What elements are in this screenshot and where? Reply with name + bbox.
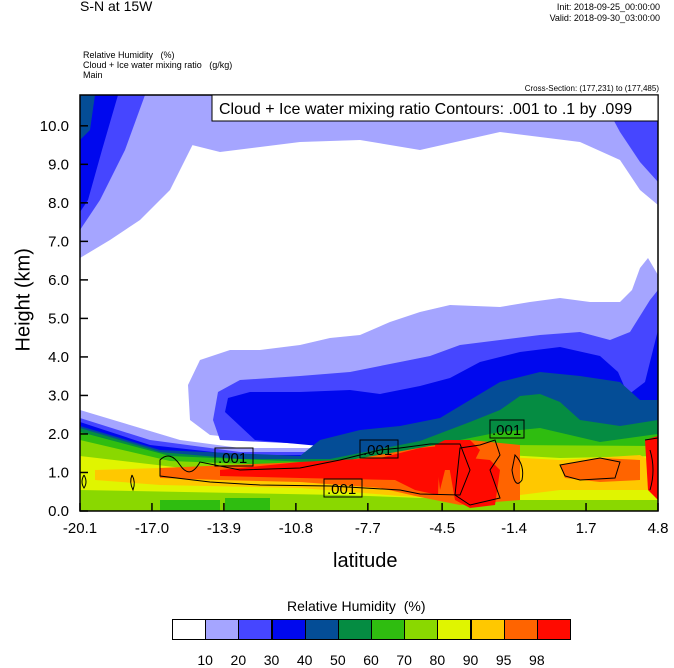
x-tick-label: -7.7 [355, 520, 381, 537]
y-axis-label: Height (km) [12, 248, 35, 352]
colorbar-label: 95 [495, 652, 512, 668]
y-tick-label: 10.0 [40, 118, 69, 135]
colorbar-label: 70 [396, 652, 412, 668]
colorbar-swatch [536, 619, 571, 640]
colorbar-title: Relative Humidity (%) [287, 598, 426, 614]
colorbar-swatch [238, 619, 273, 640]
contour-line [81, 474, 87, 489]
axes: -20.1 -17.0 -13.9 -10.8 -7.7 -4.5 -1.4 1.7 4.8 0.… [40, 118, 669, 537]
y-tick-label: 6.0 [48, 272, 69, 289]
valid-time: Valid: 2018-09-30_03:00:00 [549, 13, 660, 23]
colorbar-swatch [404, 619, 439, 640]
field-main: Main [83, 70, 103, 80]
colorbar-label: 10 [197, 652, 213, 668]
y-tick-label: 4.0 [48, 349, 69, 366]
init-valid-times: Init: 2018-09-25_00:00:00 Valid: 2018-09… [550, 2, 660, 24]
cross-section-label: Cross-Section: (177,231) to (177,485) [524, 84, 659, 93]
colorbar-swatch [304, 619, 339, 640]
x-axis-label: latitude [333, 550, 398, 572]
colorbar-swatch [172, 619, 207, 640]
y-tick-label: 5.0 [48, 310, 69, 327]
colorbar-label: 90 [462, 652, 479, 668]
contour-line [559, 457, 621, 481]
field-cloud: Cloud + Ice water mixing ratio (g/kg) [83, 60, 233, 70]
contour-label: .001 [492, 422, 521, 439]
y-tick-label: 1.0 [48, 464, 69, 481]
y-tick-label: 2.0 [48, 426, 69, 443]
contour-label: .001 [218, 450, 247, 467]
contour-label: .001 [327, 481, 356, 498]
x-tick-label: -17.0 [135, 520, 169, 537]
contour-info-text: Cloud + Ice water mixing ratio Contours:… [219, 101, 632, 118]
contour-info-box [211, 94, 659, 122]
colorbar-label: 50 [330, 652, 346, 668]
y-tick-label: 7.0 [48, 233, 69, 250]
x-tick-label: -4.5 [429, 520, 455, 537]
y-tick-label: 0.0 [48, 503, 69, 520]
contour-label: .001 [363, 442, 392, 459]
colorbar-label: 30 [263, 652, 280, 668]
colorbar-swatch [371, 619, 406, 640]
y-tick-label: 9.0 [48, 156, 69, 173]
colorbar-swatch [503, 619, 538, 640]
init-time: Init: 2018-09-25_00:00:00 [556, 2, 660, 12]
rh-band-20-top [180, 95, 658, 205]
colorbar-swatch [337, 619, 372, 640]
colorbar-label: 20 [230, 652, 247, 668]
colorbar-swatch [271, 619, 306, 640]
x-tick-label: 4.8 [648, 520, 669, 537]
y-tick-label: 8.0 [48, 195, 69, 212]
contour-line [644, 437, 658, 491]
contour-line [454, 439, 501, 506]
colorbar-swatch [437, 619, 472, 640]
x-tick-label: -10.8 [279, 520, 313, 537]
contour-line [159, 443, 471, 496]
x-tick-label: -13.9 [207, 520, 241, 537]
y-tick-label: 3.0 [48, 387, 69, 404]
contour-labels: .001 .001 .001 .001 [214, 419, 525, 498]
colorbar-swatch [205, 619, 240, 640]
rh-band-50 [80, 95, 95, 140]
colorbar-label: 80 [429, 652, 446, 668]
colorbar-label: 98 [529, 652, 545, 668]
x-tick-label: -1.4 [501, 520, 527, 537]
contour-line [511, 453, 524, 484]
colorbar-label: 60 [363, 652, 379, 668]
colorbar-label: 40 [296, 652, 313, 668]
field-rh: Relative Humidity (%) [83, 50, 175, 60]
x-tick-label: 1.7 [576, 520, 597, 537]
field-list: Relative Humidity (%) Cloud + Ice water … [83, 50, 232, 80]
contour-line [130, 474, 135, 492]
cloud-contours [81, 437, 658, 506]
plot-title: S-N at 15W [80, 0, 153, 14]
colorbar-swatch [470, 619, 505, 640]
x-tick-label: -20.1 [63, 520, 97, 537]
